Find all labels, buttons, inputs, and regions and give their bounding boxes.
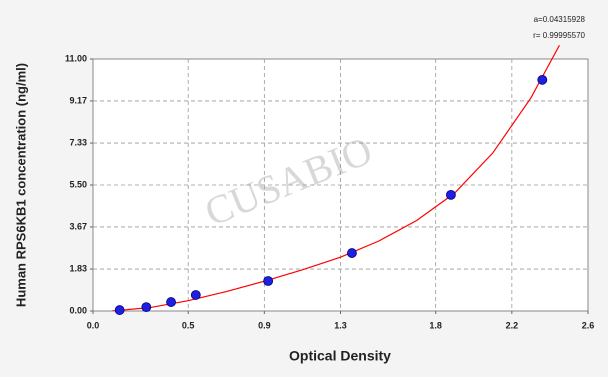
data-point [537, 74, 548, 85]
data-point [190, 290, 201, 300]
data-point [166, 297, 176, 307]
x-tick-label: 0.9 [258, 320, 271, 330]
y-tick-label: 5.50 [69, 179, 87, 189]
plot-layer [111, 44, 560, 311]
annotation: a=0.04315928 [534, 15, 586, 24]
y-tick-label: 11.00 [65, 53, 87, 63]
x-axis-title: Optical Density [289, 348, 391, 364]
y-tick-label: 7.33 [69, 137, 87, 147]
x-tick-label: 2.2 [506, 320, 519, 330]
x-tick-label: 0.0 [87, 320, 100, 330]
x-tick-label: 1.3 [334, 320, 347, 330]
y-tick-label: 1.83 [69, 263, 87, 273]
x-tick-label: 0.5 [182, 320, 195, 330]
data-point [347, 248, 357, 258]
data-point [114, 305, 125, 315]
data-point [446, 189, 456, 200]
x-tick-label: 2.6 [582, 320, 595, 330]
y-axis-title: Human RPS6KB1 concentration (ng/ml) [13, 63, 28, 307]
y-tick-label: 0.00 [69, 305, 87, 315]
y-tick-label: 3.67 [69, 221, 87, 231]
y-tick-label: 9.17 [69, 95, 87, 105]
fit-curve [111, 44, 560, 311]
data-point [263, 276, 274, 286]
data-point [141, 302, 152, 313]
x-tick-label: 1.8 [429, 320, 442, 330]
annotation: r= 0.99995570 [533, 31, 585, 40]
